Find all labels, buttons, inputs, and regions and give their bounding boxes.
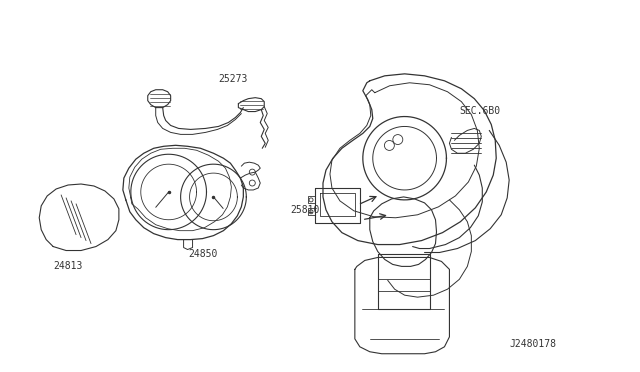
Text: 25810: 25810: [290, 205, 319, 215]
Text: SEC.6B0: SEC.6B0: [460, 106, 500, 116]
Text: 24850: 24850: [189, 250, 218, 260]
Text: J2480178: J2480178: [509, 339, 556, 349]
Text: 25273: 25273: [218, 74, 248, 84]
Text: 24813: 24813: [53, 262, 83, 272]
